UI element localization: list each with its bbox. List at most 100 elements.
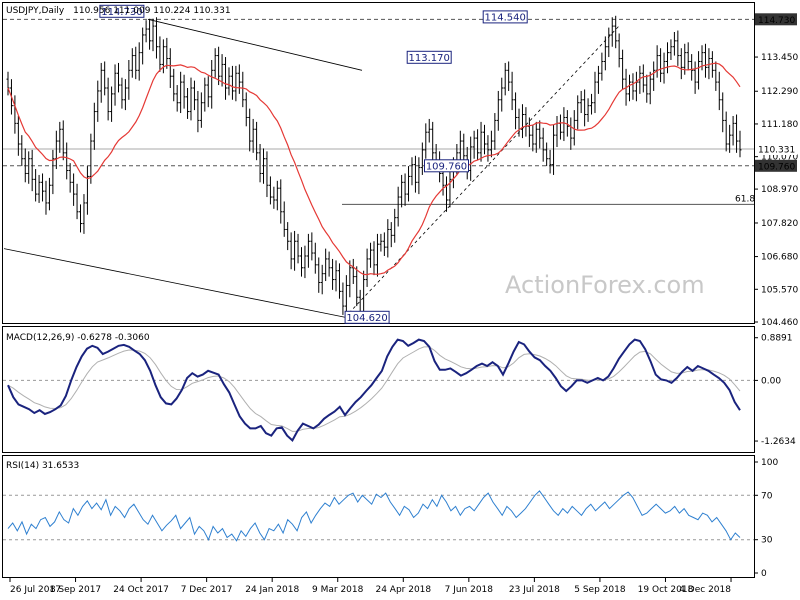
price-bar [445,176,449,212]
price-bar [596,65,600,94]
price-bar [386,219,390,258]
x-tick-label: 4 Dec 2018 [679,585,731,595]
price-bar [244,92,248,127]
price-bar [227,67,231,96]
price-bar [507,61,511,91]
price-bar [237,64,241,94]
annotation-109.760: 109.760 [424,159,469,173]
price-bar [645,74,649,103]
ohlc-label: 110.956 111.009 110.224 110.331 [73,6,230,16]
price-bar [628,74,632,102]
x-tick-label: 5 Sep 2018 [574,585,626,595]
price-bar [548,149,552,174]
price-bar [631,73,635,100]
price-bar [85,166,89,215]
price-bar [151,18,155,52]
price-bar [241,71,245,108]
price-bar [728,124,732,153]
x-tick-label: 24 Jan 2018 [245,585,299,595]
price-tick-label: 104.460 [761,318,798,328]
price-tick-label: 113.450 [761,53,798,63]
price-bar [448,169,452,208]
price-bar [110,86,114,122]
price-bar [534,121,538,153]
rsi-tick-label: 30 [761,536,773,546]
price-bar [503,62,507,96]
price-bar [600,52,604,81]
price-bar [337,263,341,299]
price-bar [13,95,17,134]
axes: 113.450 112.290 111.180 110.070 108.970 107.8… [9,13,798,595]
price-bar [103,61,107,96]
price-bar [697,51,701,90]
price-bar [369,242,373,268]
annotation-label: 113.170 [409,53,450,64]
price-bar [127,59,131,100]
annotation-114.730: 114.730 [99,4,145,18]
price-bar [41,173,45,202]
price-bar [310,232,314,261]
price-tick-label: 110.070 [761,153,798,163]
price-bar [175,85,179,112]
price-bar [693,61,697,94]
price-bar [58,121,62,153]
price-bar [344,275,348,317]
annotation-label: 114.540 [485,12,526,23]
price-tick-label: 107.820 [761,219,798,229]
price-bar [655,45,659,78]
price-bar [731,115,735,146]
price-bar [738,130,742,158]
macd-panel [2,326,755,453]
price-tick-label: 106.680 [761,253,798,263]
price-bar [393,208,397,243]
price-bar [735,114,739,153]
price-bar [707,48,711,80]
rsi-series [3,490,754,542]
price-bar [130,48,134,78]
rsi-tick-label: 0 [761,569,767,579]
price-bar [27,151,31,184]
price-bar [89,133,93,184]
price-bar [472,130,476,159]
price-bar [351,258,355,284]
rsi-tick-label: 100 [761,458,778,468]
price-bar [141,27,145,65]
x-tick-label: 23 Jul 2018 [509,585,560,595]
price-bar [679,48,683,80]
price-bar [51,149,55,195]
price-bar [327,251,331,277]
x-tick-label: 8 Sep 2017 [50,585,101,595]
price-bar [275,180,279,211]
price-bar [552,124,556,175]
x-tick-label: 24 Apr 2018 [375,585,431,595]
price-bar [569,117,573,150]
price-bar [65,142,69,180]
price-bar [717,71,721,111]
price-bar [638,65,642,94]
price-bar [61,120,65,161]
price-bar [576,95,580,130]
price-bar [690,54,694,81]
macd-tick-label: 0.00 [761,376,781,386]
price-tick-label: 105.570 [761,285,798,295]
price-bar [389,222,393,248]
price-bar [721,92,725,133]
price-bar [324,248,328,282]
price-bar [203,77,207,112]
rsi-title: RSI(14) 31.6533 [6,461,79,471]
x-tick-label: 24 Oct 2017 [113,585,169,595]
annotation-114.540: 114.540 [482,10,528,24]
price-bar [199,92,203,128]
x-tick-label: 7 Dec 2017 [181,585,233,595]
price-bar [672,31,676,56]
price-bar [282,201,286,237]
price-bar [403,173,407,206]
x-tick-label: 19 Oct 2018 [638,585,694,595]
price-bar [703,43,707,78]
price-bar [538,120,542,149]
price-bar [562,107,566,142]
price-bar [514,92,518,130]
price-bar [120,77,124,109]
price-bar [400,174,404,208]
price-bar [372,241,376,276]
